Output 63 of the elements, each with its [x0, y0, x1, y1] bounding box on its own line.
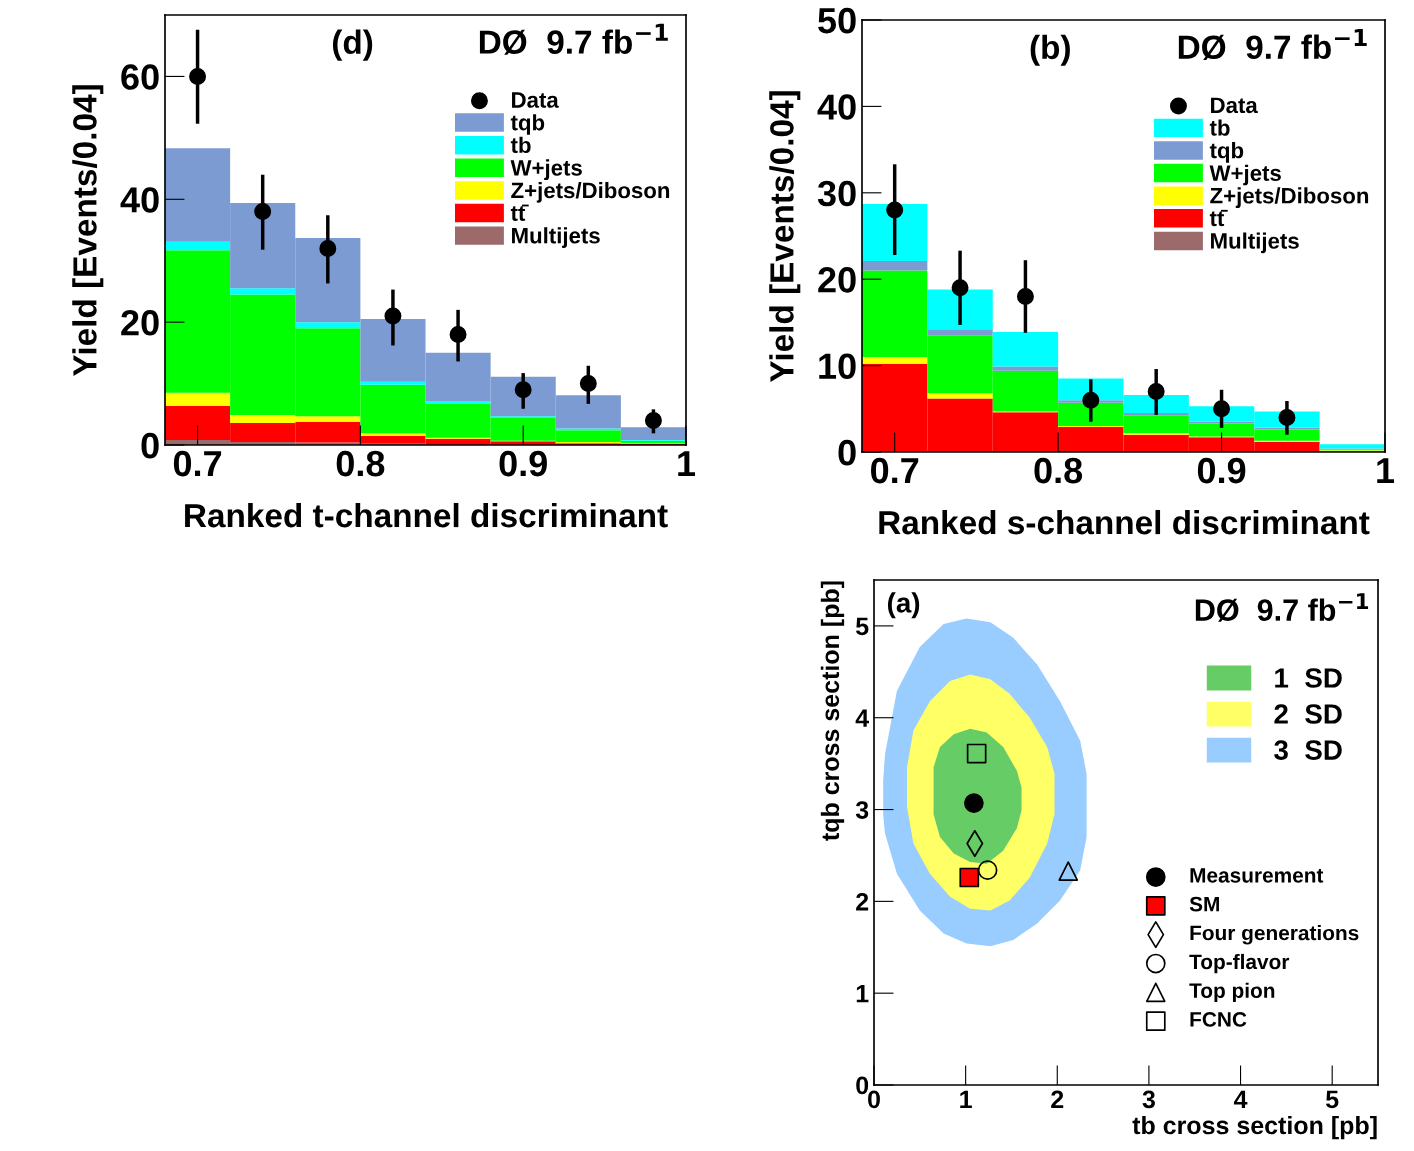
- annotation: (a): [887, 592, 920, 619]
- x-tick-label: 1: [960, 1090, 972, 1108]
- legend-label: SM: [1189, 896, 1219, 912]
- legend-label: Multijets: [512, 227, 600, 248]
- legend-label: Z+jets/Diboson: [511, 181, 670, 203]
- x-axis-title: Ranked s-channel discriminant: [879, 509, 1370, 535]
- y-tick-label: 0: [856, 1076, 869, 1095]
- x-tick-label: 0.7: [871, 457, 919, 484]
- legend-label: tqb: [1209, 142, 1244, 163]
- y-tick-label: 30: [817, 180, 856, 207]
- legend-label: Top pion: [1189, 982, 1275, 1003]
- annotation: DØ 9.7 fb$^{−1}$: [479, 23, 668, 55]
- x-tick-label: 5: [1326, 1090, 1339, 1109]
- x-tick-label: 0.8: [1034, 457, 1083, 484]
- x-tick-label: 0.9: [499, 450, 547, 477]
- y-tick-label: 2: [856, 892, 869, 911]
- y-tick-label: 20: [818, 267, 856, 293]
- x-tick-label: 1: [1377, 458, 1395, 484]
- y-tick-label: 0: [141, 432, 159, 459]
- legend-label: Four generations: [1190, 925, 1359, 945]
- y-tick-label: 1: [856, 985, 869, 1003]
- x-tick-label: 2: [1051, 1090, 1064, 1108]
- legend-label: tqb: [510, 114, 545, 135]
- legend-label: tb: [510, 136, 531, 154]
- legend-label: Top-flavor: [1189, 953, 1290, 974]
- legend-label: 2 SD: [1274, 704, 1342, 724]
- annotation: (b): [1030, 34, 1070, 66]
- x-axis-title: Ranked t-channel discriminant: [185, 502, 668, 528]
- legend-label: Measurement: [1190, 868, 1324, 883]
- y-axis-title: Yield [Events/0.04]: [769, 91, 801, 383]
- y-tick-label: 3: [855, 801, 869, 819]
- y-tick-label: 10: [819, 353, 856, 380]
- legend-label: 3 SD: [1274, 740, 1342, 760]
- x-tick-label: 1: [678, 451, 696, 477]
- x-tick-label: 3: [1142, 1090, 1155, 1109]
- legend-label: Data: [1211, 97, 1258, 114]
- legend-label: FCNC: [1190, 1012, 1247, 1027]
- y-axis-title: Yield [Events/0.04]: [72, 85, 104, 377]
- legend-label: W+jets: [1209, 164, 1281, 186]
- x-tick-label: 0.9: [1197, 457, 1246, 484]
- x-axis-title: tb cross section [pb]: [1132, 1115, 1377, 1140]
- x-tick-label: 0.8: [336, 450, 385, 477]
- y-tick-label: 40: [120, 187, 159, 213]
- legend-label: W+jets: [510, 159, 582, 181]
- annotation: DØ 9.7 fb$^{−1}$: [1178, 28, 1367, 60]
- legend-label: Multijets: [1211, 232, 1299, 254]
- y-tick-label: 40: [817, 94, 856, 120]
- x-tick-label: 0.7: [173, 450, 222, 477]
- legend-label: Z+jets/Diboson: [1210, 187, 1369, 208]
- y-tick-label: 5: [856, 617, 869, 636]
- legend-label: Data: [512, 92, 559, 108]
- y-tick-label: 20: [121, 310, 159, 336]
- x-tick-label: 4: [1233, 1090, 1248, 1108]
- legend-label: tt̄: [510, 204, 529, 221]
- y-tick-label: 50: [818, 7, 856, 34]
- y-tick-label: 4: [855, 709, 870, 727]
- legend-label: tb: [1209, 119, 1230, 136]
- annotation: DØ 9.7 fb$^{−1}$: [1195, 593, 1369, 622]
- legend-label: tt̄: [1209, 209, 1228, 227]
- legend-label: 1 SD: [1275, 668, 1342, 688]
- y-tick-label: 60: [121, 64, 159, 90]
- annotation: (d): [332, 29, 373, 61]
- y-axis-title: tqb cross section [pb]: [820, 581, 845, 841]
